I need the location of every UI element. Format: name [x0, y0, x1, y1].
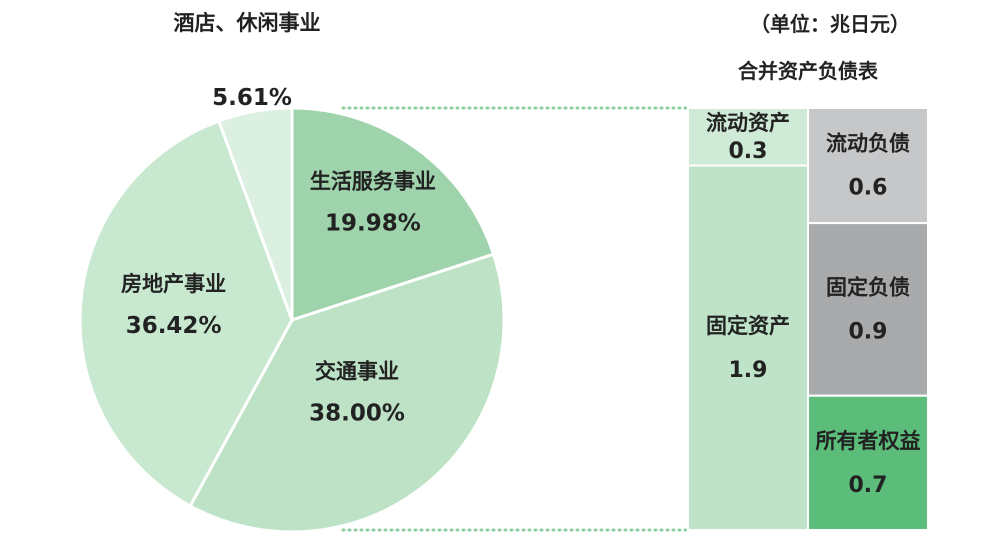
pie-to-balance-sheet-connector [341, 106, 690, 532]
balance-sheet-segment-value: 0.3 [729, 139, 768, 164]
balance-sheet-segment-value: 0.6 [849, 176, 888, 201]
pie-slice-value: 36.42% [126, 313, 222, 339]
pie-slice-value: 38.00% [309, 400, 405, 426]
balance-sheet-chart: 流动资产 0.3 固定资产 1.9 流动负债 0.6 固定负债 0.9 所有者权益 0.7 [687, 107, 929, 532]
balance-sheet-segment [807, 107, 929, 225]
balance-sheet-segment [687, 164, 809, 532]
balance-sheet-segment-label: 所有者权益 [816, 429, 921, 453]
pie-slice [188, 252, 506, 534]
pie-slice-label: 酒店、休闲事业 [174, 11, 321, 35]
pie-slice [216, 106, 294, 321]
pie-slice [78, 119, 294, 508]
pie-slice-label: 交通事业 [315, 359, 399, 383]
balance-sheet-segment-label: 固定负债 [826, 275, 910, 299]
unit-note: （单位：兆日元） [750, 12, 910, 36]
balance-sheet-segment-value: 1.9 [729, 358, 768, 383]
pie-slice-label: 生活服务事业 [310, 170, 436, 194]
pie-slice-value: 19.98% [325, 211, 421, 237]
pie-slice-value: 5.61% [212, 85, 292, 111]
balance-sheet-segment [807, 222, 929, 397]
balance-sheet-segment-label: 流动资产 [706, 111, 790, 135]
balance-sheet-segment [807, 394, 929, 532]
pie-slice [290, 106, 496, 323]
balance-sheet-segment-label: 固定资产 [706, 314, 790, 338]
balance-sheet-segment-value: 0.9 [849, 319, 888, 344]
composition-pie-chart: 生活服务事业 19.98% 交通事业 38.00% 房地产事业 36.42% 酒店、休闲事业… [78, 11, 506, 534]
balance-sheet-segment-label: 流动负债 [826, 132, 910, 156]
balance-sheet-segment-value: 0.7 [849, 473, 888, 498]
balance-sheet-segment [687, 107, 809, 167]
pie-slice-label: 房地产事业 [121, 272, 226, 296]
balance-sheet-title: 合并资产负债表 [738, 59, 879, 83]
